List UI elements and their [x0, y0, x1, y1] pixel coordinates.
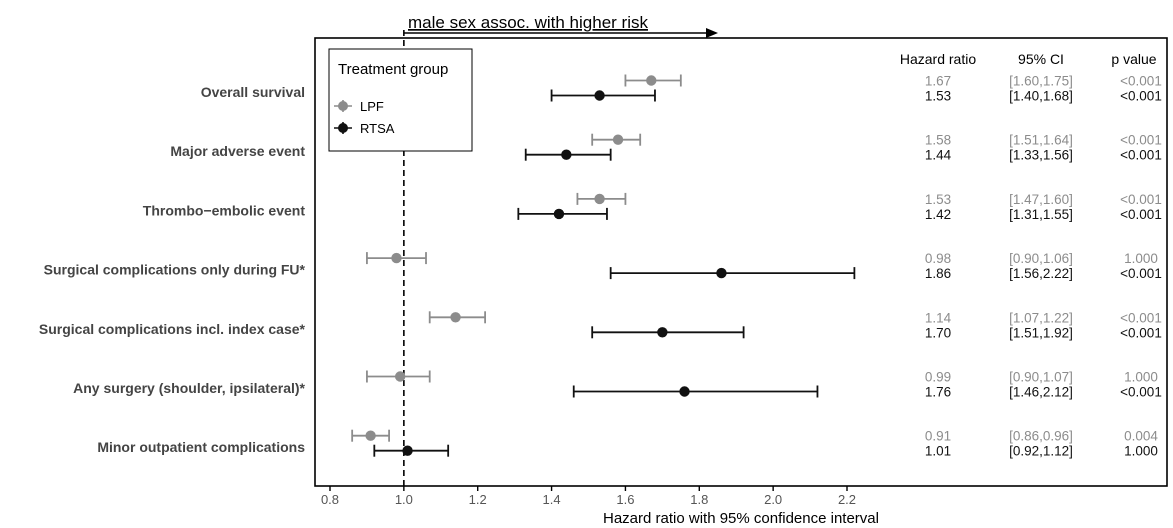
p-value-lpf: 1.000: [1124, 251, 1158, 266]
point-lpf: [594, 193, 605, 205]
row-label: Overall survival: [201, 84, 305, 100]
point-lpf: [450, 312, 461, 323]
hr-value-rtsa: 1.86: [925, 266, 951, 281]
p-value-rtsa: <0.001: [1120, 148, 1162, 163]
p-value-lpf: <0.001: [1120, 133, 1162, 148]
hr-value-rtsa: 1.76: [925, 385, 951, 400]
annotation-text: male sex assoc. with higher risk: [408, 13, 648, 32]
x-tick-label: 1.8: [690, 492, 708, 507]
ci-value-lpf: [0.86,0.96]: [1009, 429, 1073, 444]
point-rtsa: [561, 149, 572, 160]
results-table: Hazard ratio 95% CI p value 1.67 [1.60,1.…: [900, 51, 1162, 459]
p-value-rtsa: <0.001: [1120, 266, 1162, 281]
p-value-rtsa: <0.001: [1120, 385, 1162, 400]
x-tick-label: 0.8: [321, 492, 339, 507]
ci-value-lpf: [1.51,1.64]: [1009, 133, 1073, 148]
ci-value-lpf: [0.90,1.06]: [1009, 251, 1073, 266]
point-lpf: [612, 134, 624, 145]
p-value-lpf: <0.001: [1120, 74, 1162, 89]
row-label: Thrombo−embolic event: [143, 202, 306, 218]
p-value-rtsa: 1.000: [1124, 444, 1158, 459]
hr-value-rtsa: 1.70: [925, 325, 951, 340]
point-rtsa: [594, 90, 605, 101]
x-tick-label: 1.0: [395, 492, 413, 507]
legend-lpf-label: LPF: [360, 99, 384, 114]
p-value-lpf: 0.004: [1124, 429, 1158, 444]
legend: Treatment group LPF RTSA: [328, 48, 473, 152]
x-tick-label: 2.0: [764, 492, 782, 507]
legend-box: [328, 48, 473, 152]
p-value-rtsa: <0.001: [1120, 325, 1162, 340]
ci-value-lpf: [0.90,1.07]: [1009, 370, 1073, 385]
point-rtsa: [402, 445, 413, 456]
column-header-hr: Hazard ratio: [900, 51, 976, 67]
p-value-rtsa: <0.001: [1120, 89, 1162, 104]
hr-value-rtsa: 1.44: [925, 148, 952, 163]
ci-value-rtsa: [0.92,1.12]: [1009, 444, 1073, 459]
row-label: Any surgery (shoulder, ipsilateral)*: [73, 380, 305, 396]
column-header-ci: 95% CI: [1018, 51, 1064, 67]
ci-value-lpf: [1.60,1.75]: [1009, 74, 1073, 89]
ci-value-rtsa: [1.56,2.22]: [1009, 266, 1073, 281]
legend-lpf-dot: [338, 101, 348, 111]
hr-value-lpf: 1.67: [925, 74, 951, 89]
p-value-lpf: <0.001: [1120, 310, 1162, 325]
x-tick-label: 1.6: [616, 492, 634, 507]
hr-value-rtsa: 1.01: [925, 444, 951, 459]
ci-value-rtsa: [1.33,1.56]: [1009, 148, 1073, 163]
point-rtsa: [657, 327, 668, 338]
hr-value-rtsa: 1.42: [925, 207, 951, 222]
hr-value-lpf: 0.91: [925, 429, 951, 444]
x-tick-label: 1.2: [469, 492, 487, 507]
point-rtsa: [679, 386, 690, 397]
x-axis-label: Hazard ratio with 95% confidence interva…: [603, 510, 879, 527]
p-value-lpf: <0.001: [1120, 192, 1162, 207]
annotation-arrow-head: [706, 28, 718, 38]
hr-value-lpf: 0.98: [925, 251, 951, 266]
hr-value-lpf: 1.14: [925, 310, 952, 325]
point-lpf: [646, 75, 657, 86]
hr-value-lpf: 1.53: [925, 192, 951, 207]
row-label: Minor outpatient complications: [97, 439, 305, 455]
interval-marks: [351, 74, 856, 457]
row-label: Surgical complications only during FU*: [44, 262, 306, 278]
x-tick-label: 1.4: [543, 492, 561, 507]
column-header-p: p value: [1111, 51, 1156, 67]
hr-value-lpf: 1.58: [925, 133, 951, 148]
p-value-rtsa: <0.001: [1120, 207, 1162, 222]
hr-value-lpf: 0.99: [925, 370, 951, 385]
point-rtsa: [553, 208, 565, 220]
point-rtsa: [716, 267, 727, 279]
point-lpf: [365, 430, 376, 441]
ci-value-lpf: [1.47,1.60]: [1009, 192, 1073, 207]
row-label: Major adverse event: [170, 143, 305, 159]
hr-value-rtsa: 1.53: [925, 89, 951, 104]
ci-value-rtsa: [1.31,1.55]: [1009, 207, 1073, 222]
row-labels: Overall survival Major adverse event Throm…: [39, 84, 306, 455]
legend-rtsa-dot: [338, 123, 348, 133]
direction-annotation: male sex assoc. with higher risk: [404, 13, 718, 38]
legend-rtsa-label: RTSA: [360, 121, 395, 136]
x-tick-label: 2.2: [838, 492, 856, 507]
x-axis: 0.8 1.0 1.2 1.4 1.6 1.8 2.0 2.2: [321, 486, 856, 507]
legend-title: Treatment group: [338, 61, 448, 78]
row-label: Surgical complications incl. index case*: [39, 321, 306, 337]
ci-value-rtsa: [1.46,2.12]: [1009, 385, 1073, 400]
ci-value-lpf: [1.07,1.22]: [1009, 310, 1073, 325]
ci-value-rtsa: [1.40,1.68]: [1009, 89, 1073, 104]
ci-value-rtsa: [1.51,1.92]: [1009, 325, 1073, 340]
point-lpf: [394, 371, 406, 382]
p-value-lpf: 1.000: [1124, 370, 1158, 385]
point-lpf: [391, 252, 402, 264]
